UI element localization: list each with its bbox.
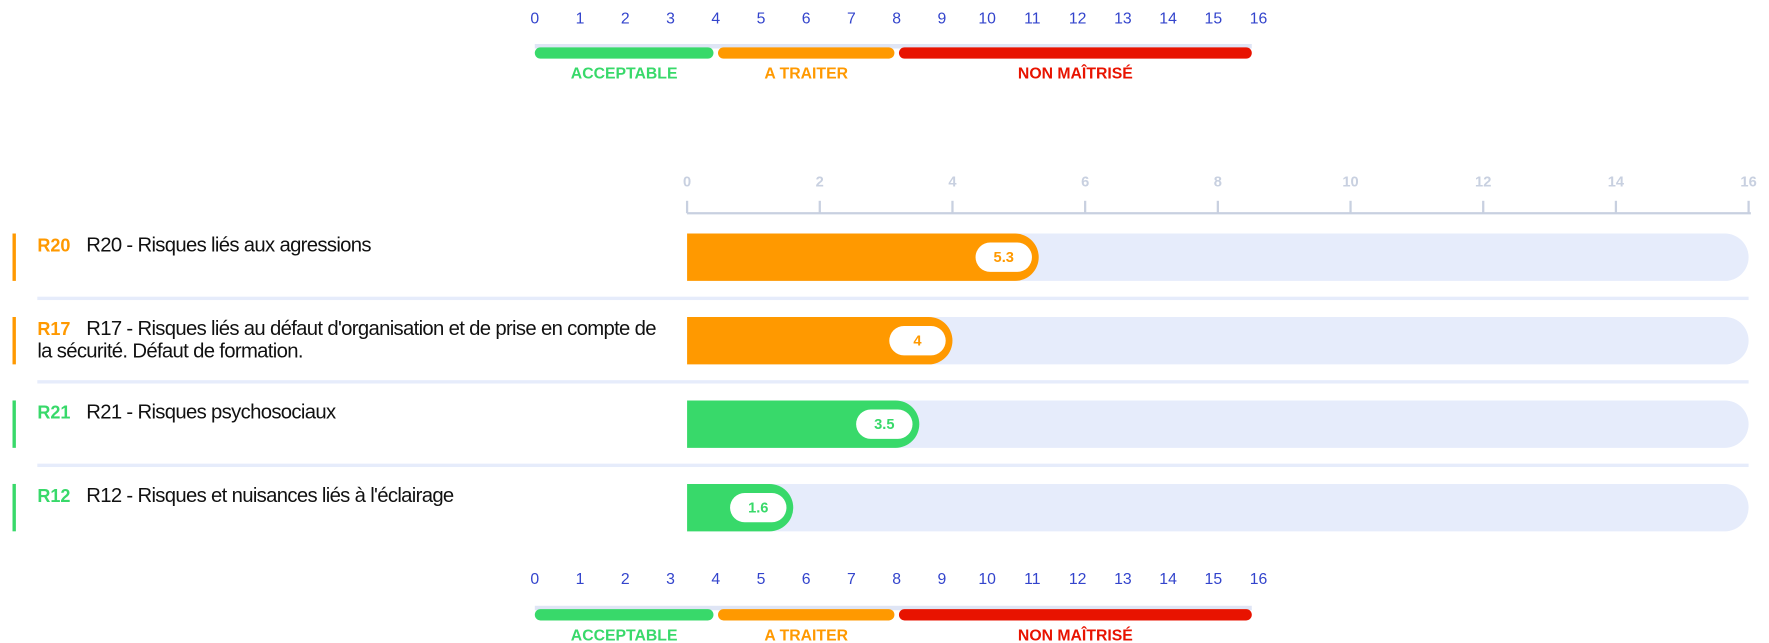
scale-band [717, 47, 895, 59]
scale-tick-label: 14 [1159, 571, 1177, 588]
scale-tick-label: 15 [1205, 10, 1223, 27]
row-indicator [12, 400, 16, 448]
scale-band-label: ACCEPTABLE [571, 66, 678, 83]
scale-tick-label: 4 [711, 10, 720, 27]
scale-tick-label: 16 [1250, 10, 1268, 27]
scale-tick-label: 15 [1205, 571, 1223, 588]
value-badge [975, 242, 1032, 272]
row-indicator [12, 483, 16, 532]
scale-tick-label: 3 [666, 571, 675, 588]
scale-band [534, 47, 714, 59]
scale-band-label: A TRAITER [764, 627, 848, 643]
value-label: 1.6 [748, 501, 768, 517]
scale-tick-label: 10 [978, 571, 996, 588]
x-tick-label: 16 [1740, 175, 1756, 191]
value-label: 5.3 [994, 250, 1014, 266]
scale-tick-label: 5 [757, 10, 766, 27]
x-tick-label: 2 [816, 175, 824, 191]
scale-band-label: ACCEPTABLE [571, 627, 678, 643]
row-label-box: R12 R12 - Risques et nuisances liés à l'é… [37, 485, 669, 508]
value-label: 4 [913, 334, 922, 350]
risk-label: R20 - Risques liés aux agressions [86, 234, 371, 257]
scale-tick-label: 8 [892, 571, 901, 588]
scale-tick-label: 4 [711, 571, 720, 588]
scale-tick-label: 8 [892, 10, 901, 27]
x-tick-label: 4 [948, 175, 957, 191]
scale-tick-label: 3 [666, 10, 675, 27]
bar [687, 316, 953, 365]
bar-track [687, 316, 1749, 365]
scale-track [534, 605, 1252, 611]
scale-tick-label: 14 [1159, 10, 1177, 27]
row-label: R21 R21 - Risques psychosociaux [37, 402, 669, 425]
row-label: R17 R17 - Risques liés au défaut d'organi… [37, 318, 669, 362]
scale-tick-label: 16 [1250, 571, 1268, 588]
bar [687, 400, 920, 448]
scale-band-label: A TRAITER [764, 66, 848, 83]
row-indicator [12, 233, 16, 281]
scale-tick-label: 6 [802, 571, 811, 588]
scale-track [534, 43, 1252, 49]
scale-tick-label: 7 [847, 10, 856, 27]
scale-tick-label: 9 [938, 571, 947, 588]
risk-label: R12 - Risques et nuisances liés à l'écla… [86, 485, 454, 507]
row-separator [37, 296, 1749, 301]
row-label-box: R21 R21 - Risques psychosociaux [37, 402, 669, 425]
scale-band-label: NON MAÎTRISÉ [1018, 64, 1133, 83]
scale-tick-label: 1 [576, 571, 585, 588]
scale-band-label: NON MAÎTRISÉ [1018, 625, 1133, 643]
scale-tick-label: 5 [757, 571, 766, 588]
x-tick-label: 14 [1608, 175, 1625, 191]
risk-code: R12 [37, 487, 71, 507]
value-badge [730, 492, 787, 523]
bar-track [687, 483, 1749, 532]
x-tick-label: 12 [1475, 175, 1491, 191]
value-badge [856, 409, 913, 439]
scale-tick-label: 1 [576, 10, 585, 27]
risk-code: R21 [37, 403, 71, 424]
row-indicator [12, 316, 16, 365]
bar-track [687, 400, 1749, 448]
scale-tick-label: 7 [847, 571, 856, 588]
scale-band [717, 609, 895, 621]
x-tick-label: 0 [683, 175, 691, 191]
scale-tick-label: 0 [530, 10, 539, 27]
scale-tick-label: 2 [621, 10, 630, 27]
row-label-box: R17 R17 - Risques liés au défaut d'organi… [37, 318, 669, 362]
scale-tick-label: 12 [1069, 10, 1087, 27]
scale-tick-label: 2 [621, 571, 630, 588]
scale-tick-label: 10 [978, 10, 996, 27]
bar [687, 233, 1039, 281]
x-tick-label: 8 [1214, 175, 1222, 191]
scale-band [534, 609, 714, 621]
scale-tick-label: 9 [938, 10, 947, 27]
scale-band [898, 609, 1252, 621]
row-label: R12 R12 - Risques et nuisances liés à l'é… [37, 485, 669, 508]
value-label: 3.5 [874, 417, 894, 433]
value-badge [889, 326, 946, 356]
scale-tick-label: 11 [1024, 571, 1040, 588]
risk-label: R21 - Risques psychosociaux [86, 401, 336, 424]
scale-tick-label: 11 [1024, 10, 1040, 27]
risk-code: R20 [37, 236, 71, 257]
scale-tick-label: 0 [530, 571, 539, 588]
row-label: R20 R20 - Risques liés aux agressions [37, 235, 669, 258]
row-separator [37, 463, 1749, 468]
risk-label: R17 - Risques liés au défaut d'organisat… [37, 318, 656, 363]
x-tick-label: 10 [1342, 175, 1358, 191]
scale-tick-label: 13 [1114, 10, 1132, 27]
risk-code: R17 [37, 320, 71, 340]
x-tick-label: 6 [1081, 175, 1089, 191]
row-separator [37, 380, 1749, 384]
scale-tick-label: 12 [1069, 571, 1087, 588]
scale-tick-label: 13 [1114, 571, 1132, 588]
scale-band [898, 47, 1252, 59]
scale-tick-label: 6 [802, 10, 811, 27]
row-label-box: R20 R20 - Risques liés aux agressions [37, 235, 669, 258]
